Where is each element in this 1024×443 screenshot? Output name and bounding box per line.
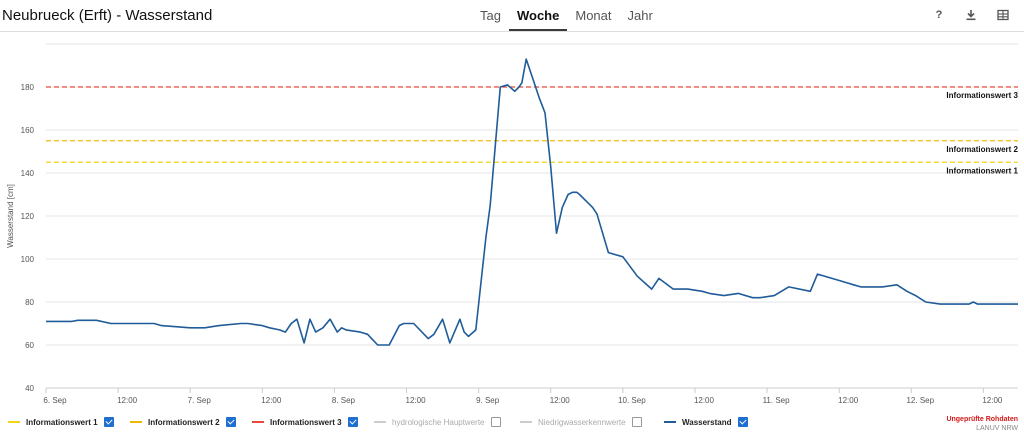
series-line-wasserstand xyxy=(46,58,1018,346)
chart-legend: Informationswert 1 Informationswert 2 In… xyxy=(0,412,1024,432)
y-tick-label: 120 xyxy=(21,212,35,221)
legend-label: Informationswert 3 xyxy=(270,417,342,427)
y-tick-label: 40 xyxy=(25,384,34,393)
raw-data-note: Ungeprüfte Rohdaten xyxy=(946,416,1018,423)
help-icon[interactable]: ? xyxy=(935,9,943,21)
x-tick-label: 9. Sep xyxy=(476,396,500,405)
header-divider xyxy=(0,31,1024,32)
page-title: Neubrueck (Erft) - Wasserstand xyxy=(2,7,213,24)
x-tick-label: 6. Sep xyxy=(43,396,67,405)
y-tick-label: 60 xyxy=(25,341,34,350)
y-tick-label: 140 xyxy=(21,169,35,178)
chart-header: Neubrueck (Erft) - Wasserstand Tag Woche… xyxy=(0,0,1024,32)
y-tick-label: 100 xyxy=(21,255,35,264)
y-tick-label: 80 xyxy=(25,298,34,307)
water-level-chart: 40 60 80 100 120 140 160 180 6. Sep 12:00 7. Sep 12… xyxy=(6,43,1019,405)
x-tick-label: 12:00 xyxy=(406,396,427,405)
legend-checkbox[interactable] xyxy=(490,417,501,427)
y-axis-title: Wasserstand [cm] xyxy=(6,184,15,248)
download-icon[interactable] xyxy=(964,8,978,22)
legend-label: Informationswert 1 xyxy=(26,417,98,427)
x-tick-label: 8. Sep xyxy=(332,396,356,405)
legend-swatch xyxy=(252,421,264,423)
legend-checkbox[interactable] xyxy=(631,417,642,427)
legend-checkbox[interactable] xyxy=(737,417,748,427)
tab-woche[interactable]: Woche xyxy=(508,0,568,32)
x-tick-label: 12:00 xyxy=(838,396,859,405)
tab-jahr[interactable]: Jahr xyxy=(627,8,653,23)
x-tick-label: 7. Sep xyxy=(188,396,212,405)
legend-checkbox[interactable] xyxy=(103,417,114,427)
period-tabs: Tag Woche Monat Jahr xyxy=(472,0,661,32)
x-tick-label: 12:00 xyxy=(117,396,138,405)
legend-swatch xyxy=(130,421,142,423)
legend-item-informationswert-1[interactable]: Informationswert 1 xyxy=(8,417,114,427)
legend-swatch xyxy=(664,421,676,423)
legend-item-hydrologische-hauptwerte[interactable]: hydrologische Hauptwerte xyxy=(374,417,501,427)
legend-swatch xyxy=(520,421,532,423)
legend-item-niedrigwasserkennwerte[interactable]: Niedrigwasserkennwerte xyxy=(520,417,642,427)
x-tick-label: 12:00 xyxy=(982,396,1003,405)
legend-item-informationswert-3[interactable]: Informationswert 3 xyxy=(252,417,358,427)
table-icon[interactable] xyxy=(996,8,1010,22)
threshold-label: Informationswert 3 xyxy=(946,91,1018,100)
toolbar: ? xyxy=(932,8,1010,22)
y-tick-label: 160 xyxy=(21,126,35,135)
tab-tag[interactable]: Tag xyxy=(480,8,501,23)
x-tick-label: 10. Sep xyxy=(618,396,646,405)
threshold-label: Informationswert 2 xyxy=(946,145,1018,154)
x-tick-label: 11. Sep xyxy=(763,396,791,405)
tab-monat[interactable]: Monat xyxy=(575,8,612,23)
x-tick-label: 12:00 xyxy=(261,396,282,405)
legend-item-informationswert-2[interactable]: Informationswert 2 xyxy=(130,417,236,427)
data-source: LANUV NRW xyxy=(976,425,1018,432)
legend-label: hydrologische Hauptwerte xyxy=(392,417,485,427)
legend-checkbox[interactable] xyxy=(225,417,236,427)
x-tick-label: 12:00 xyxy=(694,396,715,405)
legend-label: Niedrigwasserkennwerte xyxy=(538,417,626,427)
legend-label: Informationswert 2 xyxy=(148,417,220,427)
x-tick-label: 12. Sep xyxy=(906,396,934,405)
x-tick-label: 12:00 xyxy=(550,396,571,405)
threshold-label: Informationswert 1 xyxy=(946,166,1018,175)
legend-swatch xyxy=(8,421,20,423)
legend-swatch xyxy=(374,421,386,423)
legend-label: Wasserstand xyxy=(682,417,732,427)
legend-checkbox[interactable] xyxy=(347,417,358,427)
y-tick-label: 180 xyxy=(21,83,35,92)
legend-item-wasserstand[interactable]: Wasserstand xyxy=(664,417,748,427)
